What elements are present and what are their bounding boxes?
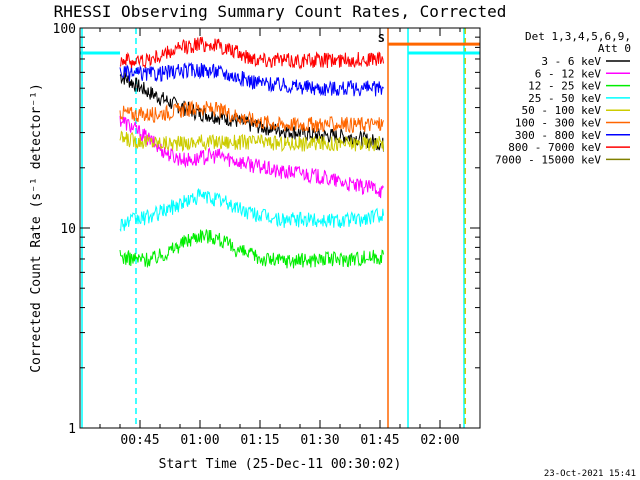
y-tick-label-3: 100 bbox=[53, 22, 76, 37]
series-trace-6 bbox=[119, 99, 384, 134]
series-trace-5 bbox=[119, 130, 384, 153]
x-tick-label-6: 02:00 bbox=[420, 433, 459, 448]
legend-label-9: 7000 - 15000 keV bbox=[495, 153, 601, 166]
y-axis-label: Corrected Count Rate (s⁻¹ detector⁻¹) bbox=[29, 83, 44, 373]
series-trace-4 bbox=[119, 187, 384, 233]
x-tick-label-4: 01:30 bbox=[300, 433, 339, 448]
chart-title: RHESSI Observing Summary Count Rates, Co… bbox=[54, 2, 507, 21]
legend-label-3: 12 - 25 keV bbox=[528, 80, 601, 93]
axis-layer: 00:45 01:00 01:15 01:30 01:45 02:00 1 10 100 bbox=[53, 22, 481, 448]
series-trace-8 bbox=[119, 36, 384, 70]
x-tick-label-5: 01:45 bbox=[360, 433, 399, 448]
series-trace-7 bbox=[119, 62, 384, 97]
x-tick-label-3: 01:15 bbox=[240, 433, 279, 448]
legend-label-1: 3 - 6 keV bbox=[541, 55, 601, 68]
x-tick-label-2: 01:00 bbox=[180, 433, 219, 448]
plot-layer: S bbox=[80, 28, 480, 428]
legend-header-attenuator: Att 0 bbox=[598, 42, 631, 55]
x-tick-label-1: 00:45 bbox=[120, 433, 159, 448]
legend-label-2: 6 - 12 keV bbox=[535, 67, 602, 80]
series-trace-3 bbox=[119, 229, 384, 269]
legend-label-6: 100 - 300 keV bbox=[515, 117, 601, 130]
legend-label-5: 50 - 100 keV bbox=[522, 104, 602, 117]
legend-label-8: 800 - 7000 keV bbox=[508, 141, 601, 154]
legend-label-7: 300 - 800 keV bbox=[515, 129, 601, 142]
series-trace-2 bbox=[119, 115, 384, 199]
annotation-1: S bbox=[378, 32, 385, 45]
x-axis-label: Start Time (25-Dec-11 00:30:02) bbox=[159, 457, 402, 472]
y-tick-label-2: 10 bbox=[60, 222, 76, 237]
y-tick-label-1: 1 bbox=[68, 422, 76, 437]
legend-label-4: 25 - 50 keV bbox=[528, 92, 601, 105]
footer-date: 23-Oct-2021 15:41 bbox=[544, 469, 636, 479]
legend-header-detectors: Det 1,3,4,5,6,9, bbox=[525, 30, 631, 43]
